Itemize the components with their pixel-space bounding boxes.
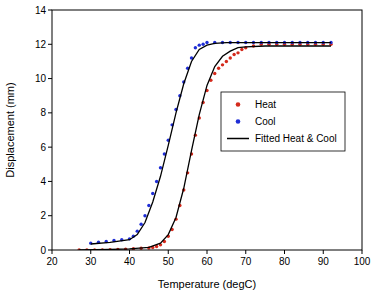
data-point bbox=[217, 67, 220, 70]
data-point bbox=[232, 53, 235, 56]
data-point bbox=[221, 63, 224, 66]
x-axis-title: Temperature (degC) bbox=[158, 278, 256, 290]
legend-swatch bbox=[227, 138, 249, 140]
y-tick bbox=[48, 147, 52, 148]
x-tick-label: 70 bbox=[240, 256, 252, 267]
y-tick bbox=[48, 10, 52, 11]
data-point bbox=[151, 192, 154, 195]
legend-swatch bbox=[236, 119, 241, 124]
data-point bbox=[139, 223, 142, 226]
legend-swatch bbox=[236, 102, 241, 107]
x-tick bbox=[245, 250, 246, 254]
x-tick-label: 20 bbox=[46, 256, 58, 267]
data-point bbox=[240, 48, 243, 51]
data-point bbox=[205, 41, 208, 44]
data-point bbox=[147, 204, 150, 207]
x-tick bbox=[52, 250, 53, 254]
x-tick bbox=[168, 250, 169, 254]
x-tick bbox=[362, 250, 363, 254]
chart-svg: 20 30 40 50 60 70 80 90 100 0 2 4 6 8 10 12 14 Temperatur… bbox=[0, 0, 380, 296]
data-point bbox=[198, 43, 201, 46]
plot-frame bbox=[52, 10, 362, 250]
chart-container: 20 30 40 50 60 70 80 90 100 0 2 4 6 8 10 12 14 Temperatur… bbox=[0, 0, 380, 296]
y-tick-label: 10 bbox=[35, 73, 47, 84]
y-tick-label: 8 bbox=[40, 107, 46, 118]
y-tick bbox=[48, 215, 52, 216]
data-point bbox=[236, 51, 239, 54]
legend: Heat Cool Fitted Heat & Cool bbox=[221, 92, 345, 151]
legend-label: Heat bbox=[255, 99, 276, 110]
x-tick bbox=[207, 250, 208, 254]
data-point bbox=[201, 43, 204, 46]
x-tick-label: 30 bbox=[85, 256, 97, 267]
data-point bbox=[225, 60, 228, 63]
y-axis-title: Displacement (mm) bbox=[4, 82, 16, 177]
x-tick-label: 80 bbox=[279, 256, 291, 267]
x-tick-label: 40 bbox=[124, 256, 136, 267]
y-tick bbox=[48, 44, 52, 45]
y-tick-label: 0 bbox=[40, 245, 46, 256]
x-tick bbox=[284, 250, 285, 254]
x-tick-label: 50 bbox=[163, 256, 175, 267]
y-tick bbox=[48, 181, 52, 182]
y-tick-label: 6 bbox=[40, 142, 46, 153]
x-tick bbox=[323, 250, 324, 254]
y-tick-label: 12 bbox=[35, 39, 47, 50]
data-point bbox=[143, 214, 146, 217]
legend-box bbox=[221, 92, 345, 151]
y-tick bbox=[48, 78, 52, 79]
x-tick bbox=[129, 250, 130, 254]
x-tick-label: 90 bbox=[318, 256, 330, 267]
x-tick bbox=[90, 250, 91, 254]
data-point bbox=[229, 56, 232, 59]
y-tick bbox=[48, 112, 52, 113]
data-point bbox=[194, 46, 197, 49]
legend-label: Cool bbox=[255, 116, 276, 127]
y-tick-label: 4 bbox=[40, 176, 46, 187]
data-point bbox=[155, 180, 158, 183]
y-tick-label: 2 bbox=[40, 210, 46, 221]
data-point bbox=[213, 72, 216, 75]
y-tick bbox=[48, 250, 52, 251]
y-tick-label: 14 bbox=[35, 5, 47, 16]
legend-label: Fitted Heat & Cool bbox=[255, 133, 337, 144]
x-tick-label: 60 bbox=[201, 256, 213, 267]
x-tick-label: 100 bbox=[354, 256, 371, 267]
